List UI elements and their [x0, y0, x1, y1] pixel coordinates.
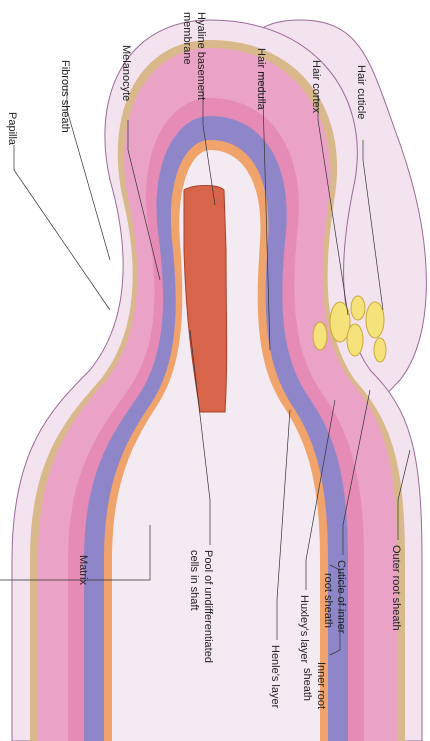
label-melanocyte: Melanocyte	[120, 45, 132, 101]
label-hyaline-2: membrane	[181, 12, 193, 65]
leader-lines	[0, 72, 411, 656]
label-outer-root-sheath: Outer root sheath	[390, 545, 402, 631]
hair-cortex-layer	[112, 150, 320, 741]
label-matrix: Matrix	[77, 555, 89, 585]
label-inner-root-1: Inner root	[315, 662, 327, 709]
label-cuticle-inner-1: Cuticle of inner	[335, 560, 347, 634]
label-hair-cuticle: Hair cuticle	[355, 65, 367, 119]
label-hair-cortex: Hair cortex	[310, 60, 322, 114]
labels: Hair cuticle Hair cortex Hair medulla Hy…	[6, 12, 402, 709]
label-hair-medulla: Hair medulla	[255, 48, 267, 111]
papilla-cells	[312, 295, 387, 363]
label-huxley: Huxley's layer	[298, 595, 310, 663]
label-hyaline-1: Hyaline basement	[195, 12, 207, 100]
follicle-illustration	[11, 19, 427, 741]
label-pool-2: cells in shaft	[188, 550, 200, 611]
label-cuticle-inner-2: root sheath	[322, 573, 334, 628]
label-papilla: Papilla	[6, 112, 18, 146]
label-fibrous-sheath: Fibrous sheath	[59, 60, 71, 133]
label-henle: Henle's layer	[269, 645, 281, 709]
label-pool-1: Pool of undifferentiated	[202, 550, 214, 663]
hair-medulla-layer	[183, 185, 228, 413]
label-inner-root-2: sheath	[301, 668, 313, 701]
